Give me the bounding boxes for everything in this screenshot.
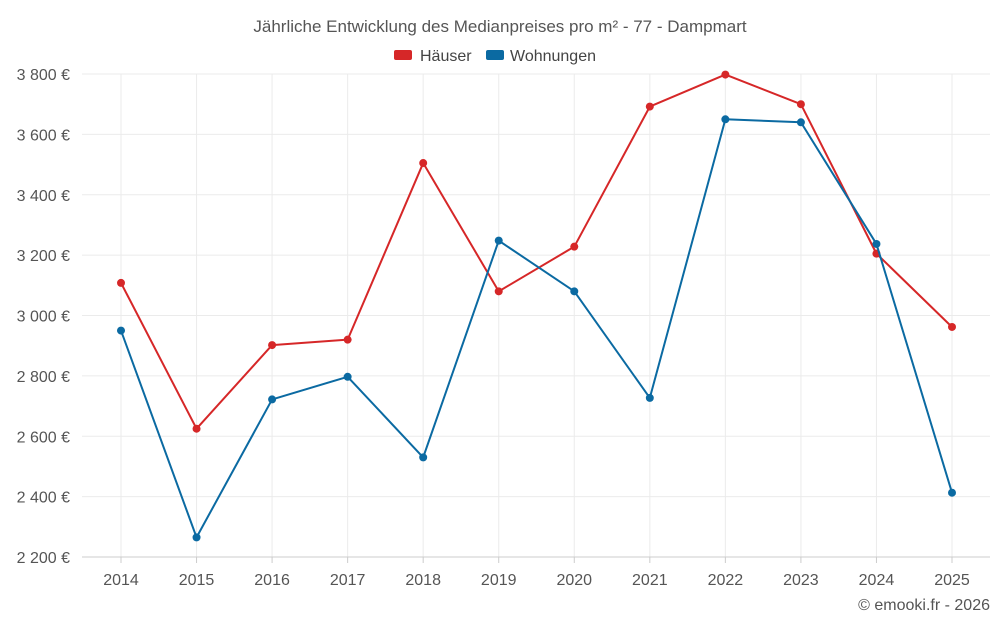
legend-swatch-h-user bbox=[394, 50, 412, 60]
data-point-wohnungen[interactable] bbox=[721, 115, 730, 124]
x-tick-label: 2021 bbox=[632, 572, 668, 589]
data-point-h-user[interactable] bbox=[645, 102, 654, 111]
data-point-h-user[interactable] bbox=[796, 100, 805, 109]
data-point-wohnungen[interactable] bbox=[494, 236, 503, 245]
data-point-h-user[interactable] bbox=[721, 70, 730, 79]
data-point-wohnungen[interactable] bbox=[419, 453, 428, 462]
data-point-wohnungen[interactable] bbox=[343, 372, 352, 381]
y-tick-label: 2 200 € bbox=[17, 550, 70, 567]
y-tick-label: 3 200 € bbox=[17, 248, 70, 265]
y-tick-label: 2 600 € bbox=[17, 429, 70, 446]
y-tick-label: 3 600 € bbox=[17, 127, 70, 144]
data-point-wohnungen[interactable] bbox=[268, 395, 277, 404]
series-line-wohnungen bbox=[120, 118, 953, 539]
grid bbox=[82, 73, 990, 558]
x-tick-label: 2020 bbox=[556, 572, 592, 589]
data-point-wohnungen[interactable] bbox=[192, 533, 201, 542]
y-tick-label: 3 800 € bbox=[17, 67, 70, 84]
y-tick-label: 2 400 € bbox=[17, 490, 70, 507]
y-tick-label: 3 000 € bbox=[17, 309, 70, 326]
legend-swatch-wohnungen bbox=[486, 50, 504, 60]
x-tick-label: 2022 bbox=[708, 572, 744, 589]
data-point-h-user[interactable] bbox=[192, 424, 201, 433]
x-tick-label: 2015 bbox=[179, 572, 215, 589]
x-tick-label: 2025 bbox=[934, 572, 970, 589]
footer-credit: © emooki.fr - 2026 bbox=[858, 597, 990, 614]
data-point-h-user[interactable] bbox=[570, 242, 579, 251]
data-point-wohnungen[interactable] bbox=[570, 287, 579, 296]
data-point-wohnungen[interactable] bbox=[645, 393, 654, 402]
data-point-h-user[interactable] bbox=[117, 278, 125, 287]
data-point-wohnungen[interactable] bbox=[117, 326, 125, 335]
data-point-wohnungen[interactable] bbox=[948, 488, 956, 497]
x-tick-label: 2016 bbox=[254, 572, 290, 589]
x-tick-label: 2023 bbox=[783, 572, 819, 589]
y-tick-label: 3 400 € bbox=[17, 188, 70, 205]
y-axis: 2 200 € 2 400 € 2 600 € 2 800 € 3 000 € 3 200… bbox=[17, 67, 70, 567]
x-tick-label: 2014 bbox=[103, 572, 139, 589]
data-point-wohnungen[interactable] bbox=[872, 239, 881, 248]
legend-label-h-user[interactable]: Häuser bbox=[420, 48, 472, 65]
data-point-h-user[interactable] bbox=[419, 159, 428, 168]
x-tick-label: 2018 bbox=[405, 572, 441, 589]
x-tick-label: 2019 bbox=[481, 572, 517, 589]
series-line-h-user bbox=[120, 73, 953, 430]
y-tick-label: 2 800 € bbox=[17, 369, 70, 386]
data-point-h-user[interactable] bbox=[948, 322, 956, 331]
data-point-h-user[interactable] bbox=[268, 341, 277, 350]
x-axis: 2014 2015 2016 2017 2018 2019 2020 2021 2022 2023… bbox=[82, 556, 990, 589]
legend: Häuser Wohnungen bbox=[394, 48, 596, 65]
data-point-h-user[interactable] bbox=[343, 335, 352, 344]
x-tick-label: 2017 bbox=[330, 572, 366, 589]
chart-title: Jährliche Entwicklung des Medianpreises … bbox=[253, 17, 746, 36]
data-point-wohnungen[interactable] bbox=[796, 118, 805, 127]
legend-label-wohnungen[interactable]: Wohnungen bbox=[510, 48, 596, 65]
data-point-h-user[interactable] bbox=[494, 287, 503, 296]
series-layer bbox=[117, 70, 956, 542]
x-tick-label: 2024 bbox=[859, 572, 895, 589]
